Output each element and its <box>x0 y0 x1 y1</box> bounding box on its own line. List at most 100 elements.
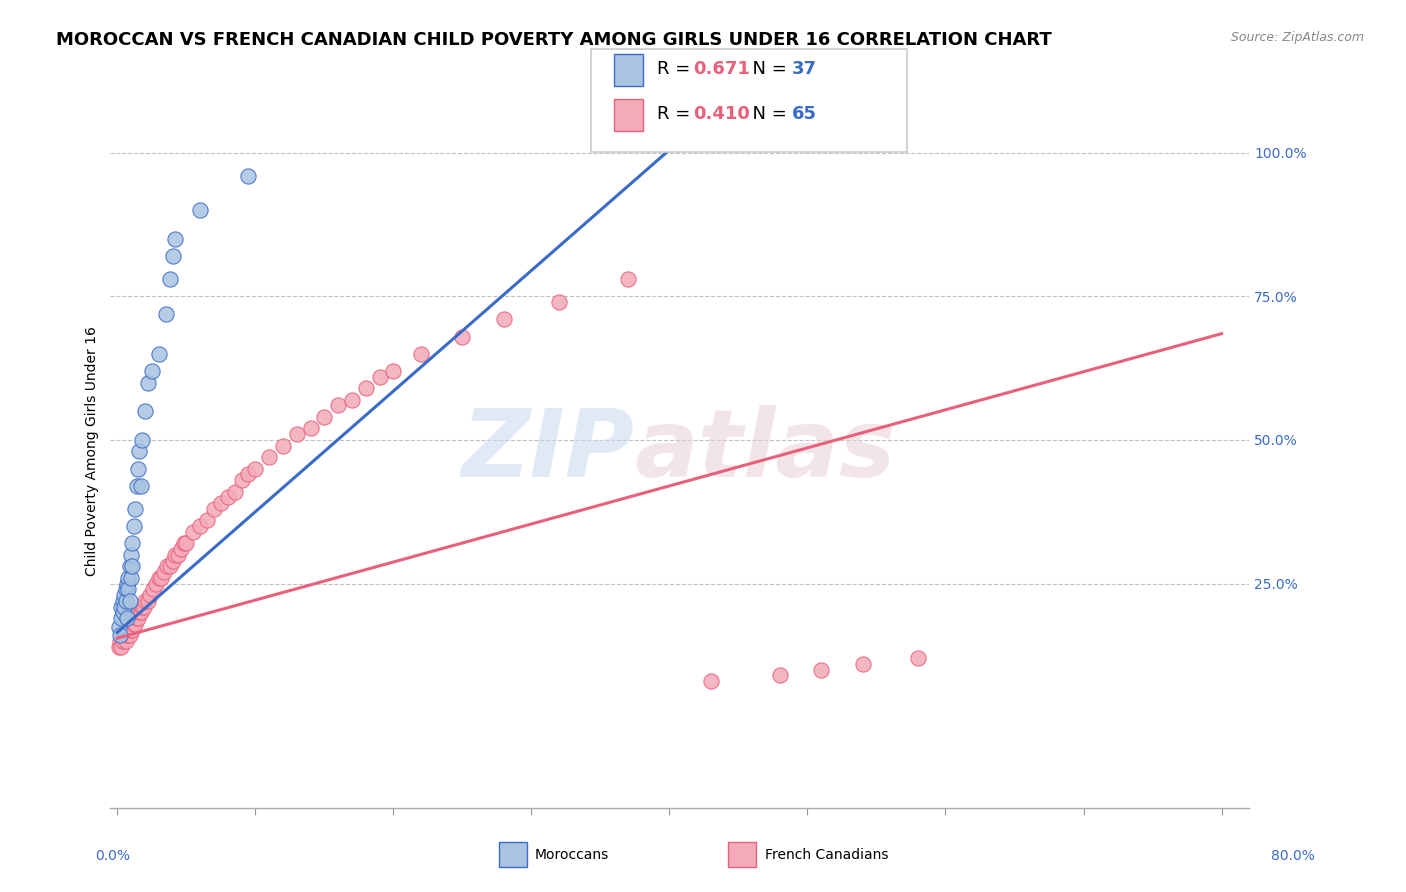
Point <box>257 450 280 465</box>
Point <box>314 409 336 424</box>
Point <box>120 571 142 585</box>
Point <box>156 559 179 574</box>
Point <box>112 588 135 602</box>
Point <box>118 559 141 574</box>
Text: Moroccans: Moroccans <box>534 847 609 862</box>
Point <box>165 548 187 562</box>
Text: French Canadians: French Canadians <box>765 847 889 862</box>
Point <box>167 548 190 562</box>
Point <box>159 272 181 286</box>
Point <box>127 611 149 625</box>
Point <box>107 640 129 654</box>
Point <box>162 249 184 263</box>
Point <box>117 623 139 637</box>
Text: 0.0%: 0.0% <box>96 849 131 863</box>
Point <box>129 605 152 619</box>
Point <box>125 611 148 625</box>
Point <box>122 519 145 533</box>
Point <box>141 364 163 378</box>
Point <box>111 634 134 648</box>
Point <box>110 640 132 654</box>
Point <box>124 616 146 631</box>
Point <box>165 232 187 246</box>
Point <box>115 576 138 591</box>
Point <box>117 571 139 585</box>
Point <box>150 571 173 585</box>
Point <box>118 594 141 608</box>
Point <box>117 582 139 597</box>
Point <box>617 272 640 286</box>
Point <box>271 439 294 453</box>
Point <box>148 571 170 585</box>
Text: atlas: atlas <box>634 406 896 498</box>
Point <box>810 663 832 677</box>
Text: 37: 37 <box>792 60 817 78</box>
Point <box>451 329 474 343</box>
Point <box>907 651 929 665</box>
Point <box>115 628 138 642</box>
Point <box>131 433 153 447</box>
Point <box>548 295 571 310</box>
Point <box>852 657 875 671</box>
Point <box>118 628 141 642</box>
Point <box>188 203 211 218</box>
Point <box>108 634 131 648</box>
Text: ZIP: ZIP <box>461 406 634 498</box>
Point <box>340 392 363 407</box>
Point <box>112 599 135 614</box>
Text: 65: 65 <box>792 105 817 123</box>
Point <box>299 421 322 435</box>
Point <box>195 513 218 527</box>
Point <box>176 536 198 550</box>
Point <box>328 399 350 413</box>
Point <box>354 381 377 395</box>
Point <box>121 623 143 637</box>
Point <box>145 576 167 591</box>
Point <box>127 461 149 475</box>
Point <box>136 594 159 608</box>
Point <box>108 628 131 642</box>
Point <box>110 599 132 614</box>
Point <box>492 312 515 326</box>
Point <box>114 582 136 597</box>
Point <box>170 542 193 557</box>
Point <box>155 307 177 321</box>
Text: N =: N = <box>741 105 793 123</box>
Point <box>114 594 136 608</box>
Point <box>769 668 792 682</box>
Point <box>128 605 150 619</box>
Point <box>409 347 432 361</box>
Point <box>153 565 176 579</box>
Point <box>134 594 156 608</box>
Point <box>188 519 211 533</box>
Point <box>202 502 225 516</box>
Point <box>112 628 135 642</box>
Point <box>132 599 155 614</box>
Point <box>128 444 150 458</box>
Point <box>120 623 142 637</box>
Point <box>700 674 723 689</box>
Point <box>217 491 239 505</box>
Text: 0.671: 0.671 <box>693 60 749 78</box>
Text: R =: R = <box>657 105 696 123</box>
Point <box>238 169 260 183</box>
Point <box>224 484 246 499</box>
Point <box>110 611 132 625</box>
Point <box>382 364 405 378</box>
Point <box>122 616 145 631</box>
Point <box>136 376 159 390</box>
Point <box>121 559 143 574</box>
Point <box>209 496 232 510</box>
Point <box>111 605 134 619</box>
Point <box>181 524 204 539</box>
Y-axis label: Child Poverty Among Girls Under 16: Child Poverty Among Girls Under 16 <box>86 326 100 576</box>
Point <box>159 559 181 574</box>
Text: N =: N = <box>741 60 793 78</box>
Point <box>111 594 134 608</box>
Point <box>131 599 153 614</box>
Point <box>115 611 138 625</box>
Point <box>162 553 184 567</box>
Point <box>114 634 136 648</box>
Text: 80.0%: 80.0% <box>1271 849 1315 863</box>
Point <box>134 404 156 418</box>
